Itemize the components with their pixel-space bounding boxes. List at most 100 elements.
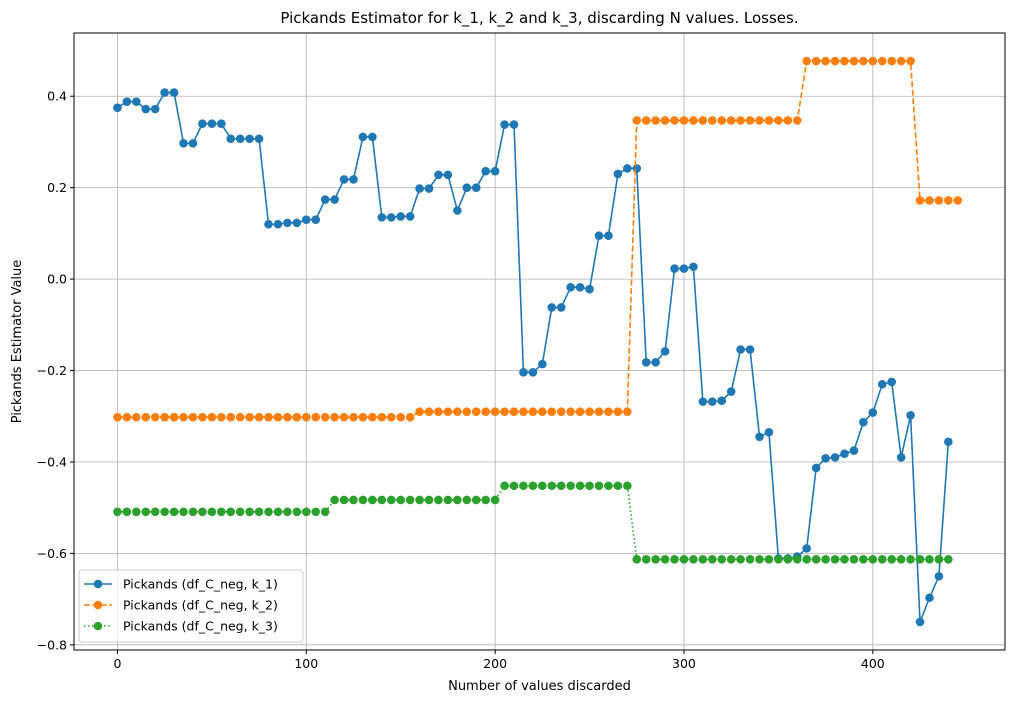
data-point [944, 437, 953, 447]
data-point [547, 407, 557, 416]
data-point [132, 412, 141, 422]
data-point [509, 481, 519, 491]
data-point [632, 164, 642, 173]
data-point [802, 56, 812, 66]
data-point [868, 56, 878, 66]
data-point [320, 195, 330, 204]
data-point [132, 97, 141, 107]
data-point [944, 196, 953, 205]
data-point [443, 170, 453, 180]
data-point [547, 303, 557, 312]
data-point [944, 555, 953, 564]
legend: Pickands (df_C_neg, k_1) Pickands (df_C_n… [78, 569, 304, 643]
data-point [764, 555, 774, 564]
data-point [198, 507, 207, 517]
data-point [122, 412, 132, 422]
data-point [745, 116, 755, 125]
y-tick-label: 0.0 [47, 272, 67, 287]
data-point [358, 132, 368, 142]
data-point [707, 555, 717, 564]
data-point [462, 407, 472, 416]
data-point [330, 195, 339, 204]
data-point [925, 555, 934, 564]
data-point [641, 116, 651, 125]
data-point [849, 446, 859, 455]
data-point [396, 495, 405, 505]
data-point [840, 56, 849, 66]
data-point [566, 481, 575, 491]
data-point [424, 495, 434, 505]
data-point [528, 481, 538, 491]
data-point [415, 495, 424, 505]
data-point [462, 183, 472, 192]
data-point [707, 116, 717, 125]
data-point [877, 56, 887, 66]
data-point [368, 495, 377, 505]
data-point [386, 412, 396, 422]
x-tick-label: 0 [113, 656, 121, 671]
data-point [802, 544, 812, 553]
x-tick-label: 100 [294, 656, 318, 671]
data-point [774, 116, 783, 125]
data-point [660, 116, 670, 125]
data-point [188, 139, 198, 148]
data-point [349, 495, 358, 505]
data-point [726, 387, 736, 396]
data-point [254, 134, 264, 144]
series-1 [113, 88, 953, 627]
data-point [896, 555, 906, 564]
data-point [764, 116, 774, 125]
data-point [424, 184, 434, 193]
data-point [868, 555, 878, 564]
data-point [368, 412, 377, 422]
data-point [434, 407, 443, 416]
data-point [141, 104, 151, 114]
data-point [717, 555, 727, 564]
data-point [311, 507, 321, 517]
legend-marker [93, 600, 103, 610]
data-point [481, 407, 490, 416]
data-point [330, 495, 339, 505]
data-point [377, 495, 387, 505]
data-point [726, 555, 736, 564]
data-point [651, 116, 660, 125]
data-point [915, 555, 925, 564]
data-point [915, 196, 925, 205]
data-point [585, 407, 594, 416]
data-point [264, 412, 273, 422]
data-point [830, 56, 840, 66]
data-point [821, 56, 830, 66]
data-point [679, 555, 689, 564]
data-point [320, 507, 330, 517]
data-point [887, 555, 896, 564]
data-point [301, 412, 311, 422]
data-point [623, 164, 632, 173]
data-point [424, 407, 434, 416]
data-point [792, 555, 802, 564]
data-point [670, 555, 679, 564]
data-point [764, 427, 774, 437]
data-point [849, 56, 859, 66]
data-point [160, 507, 169, 517]
data-point [575, 481, 585, 491]
data-point [623, 481, 632, 491]
data-point [434, 495, 443, 505]
data-point [698, 555, 708, 564]
y-tick-label: −0.6 [37, 546, 67, 561]
data-point [575, 407, 585, 416]
data-point [235, 507, 245, 517]
data-point [330, 412, 339, 422]
data-point [519, 407, 528, 416]
data-point [405, 412, 415, 422]
data-point [811, 56, 821, 66]
data-point [887, 56, 896, 66]
grid-lines [74, 33, 1005, 650]
data-point [689, 116, 698, 125]
data-point [207, 412, 217, 422]
data-point [594, 407, 604, 416]
data-point [216, 507, 226, 517]
data-point [216, 119, 226, 128]
data-point [273, 507, 283, 517]
data-point [358, 412, 368, 422]
data-point [623, 407, 632, 416]
